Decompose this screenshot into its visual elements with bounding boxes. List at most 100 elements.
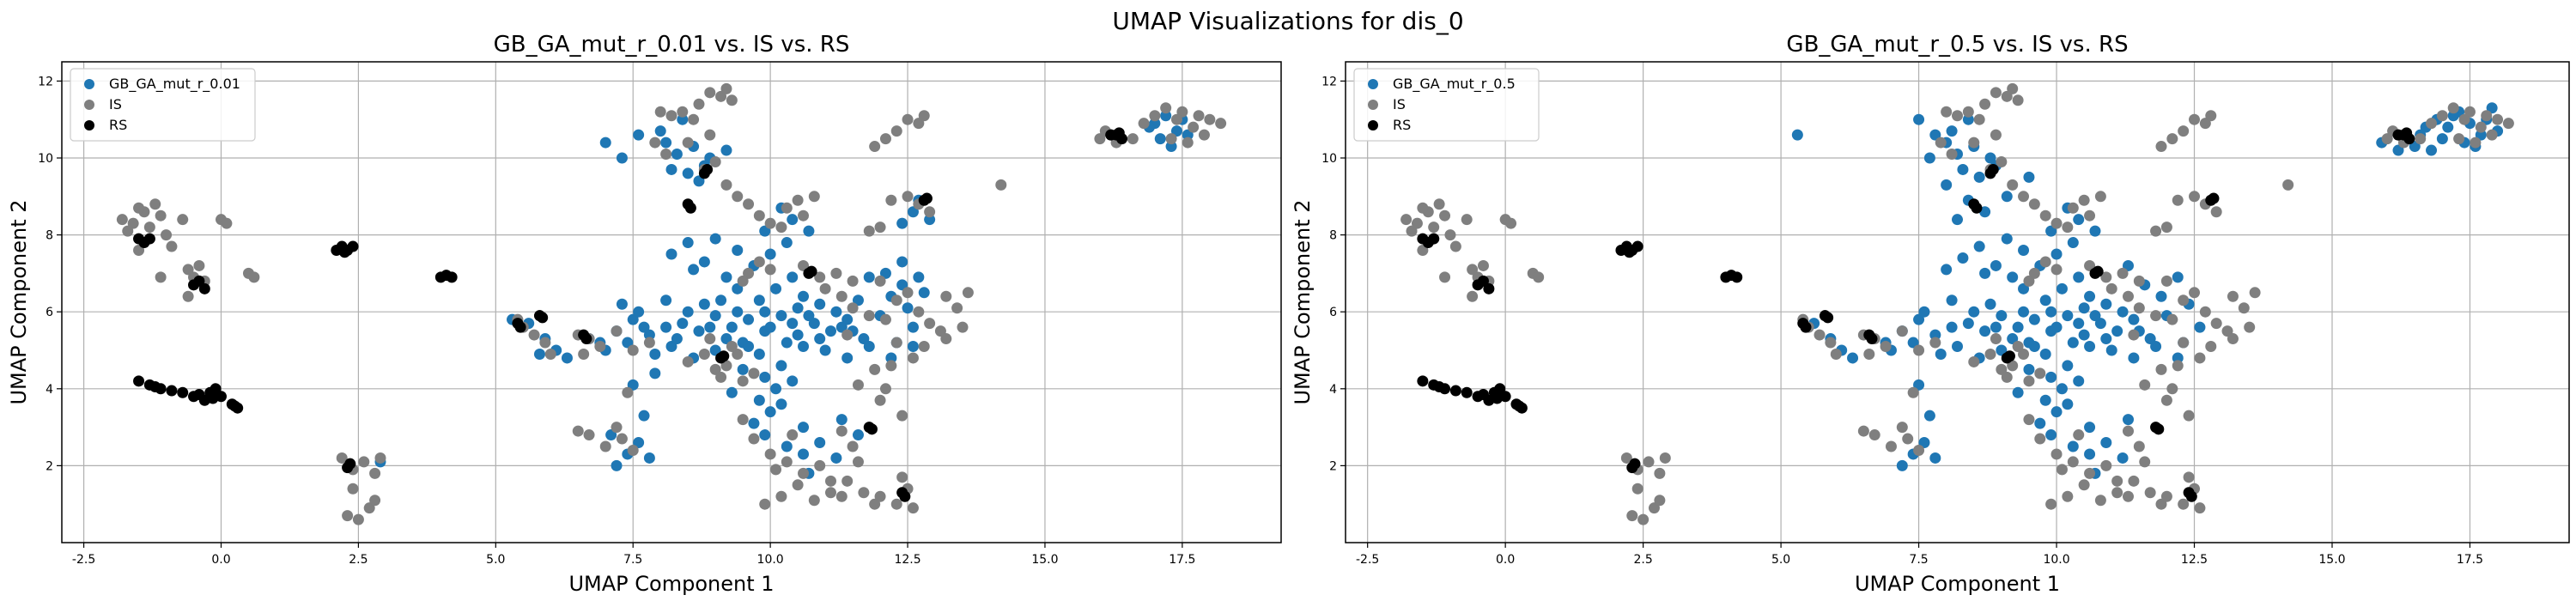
chart-1-point-target [2039,294,2051,307]
chart-1-point-is [2205,110,2217,122]
chart-1-point-target [2001,233,2013,245]
chart-1-point-target [2056,282,2068,294]
chart-0-point-target [759,429,771,441]
chart-1-point-is [2028,267,2040,279]
chart-1-point-target [1923,410,1935,422]
chart-0-point-is [122,225,134,237]
chart-0-point-rs [347,240,359,252]
chart-1-point-is [2144,487,2156,499]
chart-0-point-target [781,237,793,249]
chart-0-point-target [709,344,721,356]
chart-1-point-is [2133,275,2145,287]
chart-1-point-is [1968,137,1980,149]
chart-0-point-is [116,214,128,226]
chart-0-point-is [869,363,881,375]
chart-1-point-rs [1449,385,1461,397]
chart-0-point-is [193,259,205,271]
chart-1-point-target [2067,237,2079,249]
chart-1-point-target [1984,298,1996,310]
chart-1-point-is [2128,475,2140,487]
chart-0-point-is [732,191,744,203]
chart-0-y-tick-label: 4 [46,383,53,397]
chart-0-x-axis-label: UMAP Component 1 [568,572,774,596]
chart-0-legend-marker [84,120,94,131]
chart-1-point-target [1996,310,2008,322]
chart-0-point-target [743,313,755,325]
chart-0-point-is [715,371,727,383]
chart-1-point-rs [1428,233,1440,245]
chart-0-point-is [902,191,914,203]
chart-0-legend-box [70,68,256,142]
chart-1-point-target [1973,240,1985,252]
chart-0-point-is [918,341,930,353]
chart-0-point-rs [344,458,356,470]
chart-0-point-is [913,306,925,318]
chart-1-point-target [1941,179,1953,191]
chart-0-point-is [627,344,639,356]
chart-1-point-target [2111,325,2123,337]
chart-0-point-target [665,163,677,175]
chart-0-point-is [611,325,623,337]
chart-1-point-target [2078,302,2090,314]
chart-0-x-tick-label: 15.0 [1031,553,1058,567]
chart-0-point-is [720,360,732,372]
chart-0-point-target [737,363,749,375]
chart-0-point-target [835,321,848,333]
chart-0-point-is [869,498,881,510]
chart-0-point-target [649,348,661,360]
chart-0-point-is [764,448,776,460]
chart-0-point-target [835,414,848,426]
chart-1-point-target [2128,313,2140,325]
chart-0-point-target [1182,129,1194,141]
chart-0-legend-marker [84,100,94,110]
chart-1-point-is [2122,290,2134,302]
chart-1-point-is [1467,290,1479,302]
chart-1-point-target [2073,375,2085,387]
chart-0-point-target [781,440,793,452]
chart-1-point-is [1417,245,1429,257]
chart-0-point-is [753,256,765,268]
chart-1-point-is [1952,110,1963,122]
chart-1-point-target [2100,333,2112,345]
chart-0-point-is [852,379,864,391]
chart-0-point-target [764,321,776,333]
chart-0-point-is [781,456,793,468]
chart-0-point-target [743,341,755,353]
chart-1-point-is [1467,264,1479,276]
chart-1-point-target [2018,306,2030,318]
chart-0-point-is [369,495,381,507]
chart-1-point-is [2117,267,2129,279]
chart-1-point-rs [2153,423,2165,435]
chart-0-point-target [858,333,870,345]
chart-0-point-target [798,290,810,302]
chart-1-point-is [2133,440,2145,452]
chart-1-point-target [2028,341,2040,353]
chart-0-point-is [336,452,348,464]
chart-1-point-target [1929,129,1941,141]
chart-1-point-target [2067,337,2079,349]
chart-0-point-is [352,513,364,525]
chart-0-title: GB_GA_mut_r_0.01 vs. IS vs. RS [494,32,850,58]
chart-0-point-target [616,298,628,310]
chart-1-point-rs [1822,312,1834,324]
chart-0-point-is [748,433,760,445]
chart-1-point-is [2155,363,2167,375]
chart-1-point-target [2012,321,2024,333]
chart-0-point-is [369,467,381,479]
chart-0-point-is [1198,129,1210,141]
chart-0-point-is [693,98,705,110]
chart-0-point-target [665,248,677,260]
chart-1-point-target [2039,394,2051,406]
chart-0-point-target [759,371,771,383]
chart-0-point-is [830,267,842,279]
chart-0-point-is [874,222,886,234]
chart-0-point-is [528,329,540,341]
chart-0-point-is [835,490,848,502]
umap-plot-left: -2.5 0.0 2.5 5.0 7.5 10.0 12.5 15.0 17.5 2 4 6 8 10 12… [7,32,1282,596]
chart-1-point-target [1990,259,2002,271]
chart-0-point-target [764,248,776,260]
chart-1-point-target [1791,129,1803,141]
chart-1-point-is [2078,479,2090,491]
chart-0-point-is [902,287,914,299]
chart-1-point-target [2050,406,2063,418]
